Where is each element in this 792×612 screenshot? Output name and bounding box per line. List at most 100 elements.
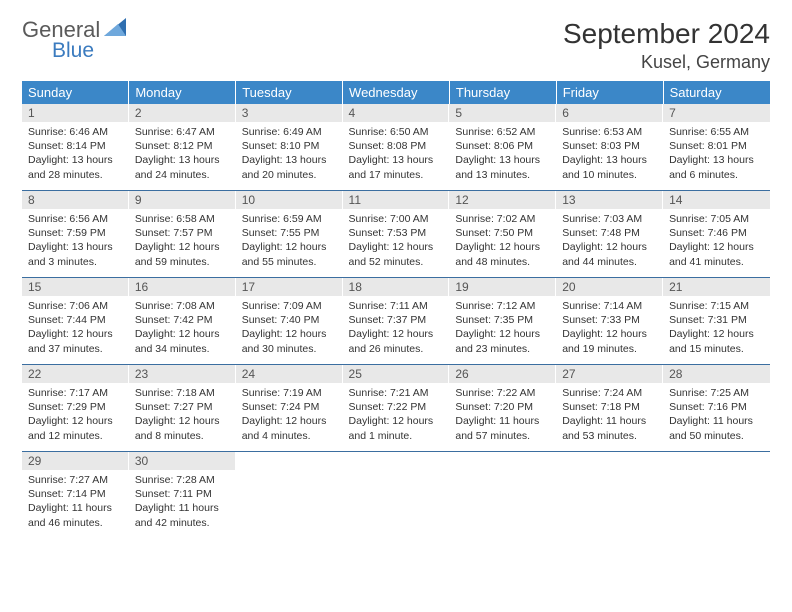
sunrise-line: Sunrise: 6:56 AM (28, 212, 123, 226)
day-body: Sunrise: 6:58 AMSunset: 7:57 PMDaylight:… (129, 209, 236, 273)
location: Kusel, Germany (563, 52, 770, 73)
day-cell: 12Sunrise: 7:02 AMSunset: 7:50 PMDayligh… (449, 191, 556, 278)
daylight-line: Daylight: 12 hours and 26 minutes. (349, 327, 444, 355)
sunset-line: Sunset: 7:42 PM (135, 313, 230, 327)
day-body: Sunrise: 6:59 AMSunset: 7:55 PMDaylight:… (236, 209, 343, 273)
daylight-line: Daylight: 12 hours and 55 minutes. (242, 240, 337, 268)
sunrise-line: Sunrise: 7:08 AM (135, 299, 230, 313)
day-number: 28 (663, 365, 770, 383)
day-number: 27 (556, 365, 663, 383)
sunrise-line: Sunrise: 7:14 AM (562, 299, 657, 313)
sunrise-line: Sunrise: 7:00 AM (349, 212, 444, 226)
sunset-line: Sunset: 7:11 PM (135, 487, 230, 501)
day-cell: 25Sunrise: 7:21 AMSunset: 7:22 PMDayligh… (343, 365, 450, 452)
weekday-row: Sunday Monday Tuesday Wednesday Thursday… (22, 81, 770, 104)
day-cell: 21Sunrise: 7:15 AMSunset: 7:31 PMDayligh… (663, 278, 770, 365)
day-cell: 11Sunrise: 7:00 AMSunset: 7:53 PMDayligh… (343, 191, 450, 278)
weekday-header: Sunday (22, 81, 129, 104)
sunset-line: Sunset: 7:40 PM (242, 313, 337, 327)
sunset-line: Sunset: 7:46 PM (669, 226, 764, 240)
day-cell: 6Sunrise: 6:53 AMSunset: 8:03 PMDaylight… (556, 104, 663, 191)
day-cell (663, 452, 770, 539)
day-body: Sunrise: 6:53 AMSunset: 8:03 PMDaylight:… (556, 122, 663, 186)
sunrise-line: Sunrise: 7:18 AM (135, 386, 230, 400)
day-number: 20 (556, 278, 663, 296)
sunset-line: Sunset: 8:06 PM (455, 139, 550, 153)
day-body: Sunrise: 7:21 AMSunset: 7:22 PMDaylight:… (343, 383, 450, 447)
day-cell: 29Sunrise: 7:27 AMSunset: 7:14 PMDayligh… (22, 452, 129, 539)
sunrise-line: Sunrise: 7:28 AM (135, 473, 230, 487)
day-number: 5 (449, 104, 556, 122)
sunrise-line: Sunrise: 7:22 AM (455, 386, 550, 400)
day-cell: 15Sunrise: 7:06 AMSunset: 7:44 PMDayligh… (22, 278, 129, 365)
day-number: 16 (129, 278, 236, 296)
day-cell: 8Sunrise: 6:56 AMSunset: 7:59 PMDaylight… (22, 191, 129, 278)
day-number: 21 (663, 278, 770, 296)
sunrise-line: Sunrise: 7:09 AM (242, 299, 337, 313)
day-body: Sunrise: 7:03 AMSunset: 7:48 PMDaylight:… (556, 209, 663, 273)
daylight-line: Daylight: 12 hours and 59 minutes. (135, 240, 230, 268)
sunset-line: Sunset: 7:53 PM (349, 226, 444, 240)
day-cell: 7Sunrise: 6:55 AMSunset: 8:01 PMDaylight… (663, 104, 770, 191)
day-number: 11 (343, 191, 450, 209)
daylight-line: Daylight: 13 hours and 3 minutes. (28, 240, 123, 268)
daylight-line: Daylight: 12 hours and 44 minutes. (562, 240, 657, 268)
sunset-line: Sunset: 8:08 PM (349, 139, 444, 153)
day-cell: 4Sunrise: 6:50 AMSunset: 8:08 PMDaylight… (343, 104, 450, 191)
sunset-line: Sunset: 7:27 PM (135, 400, 230, 414)
week-row: 29Sunrise: 7:27 AMSunset: 7:14 PMDayligh… (22, 452, 770, 539)
daylight-line: Daylight: 12 hours and 48 minutes. (455, 240, 550, 268)
day-number: 24 (236, 365, 343, 383)
day-body: Sunrise: 6:49 AMSunset: 8:10 PMDaylight:… (236, 122, 343, 186)
day-body: Sunrise: 7:22 AMSunset: 7:20 PMDaylight:… (449, 383, 556, 447)
sunset-line: Sunset: 7:33 PM (562, 313, 657, 327)
day-cell: 30Sunrise: 7:28 AMSunset: 7:11 PMDayligh… (129, 452, 236, 539)
day-cell: 23Sunrise: 7:18 AMSunset: 7:27 PMDayligh… (129, 365, 236, 452)
month-title: September 2024 (563, 18, 770, 50)
day-body: Sunrise: 7:11 AMSunset: 7:37 PMDaylight:… (343, 296, 450, 360)
day-body: Sunrise: 7:15 AMSunset: 7:31 PMDaylight:… (663, 296, 770, 360)
day-body: Sunrise: 7:12 AMSunset: 7:35 PMDaylight:… (449, 296, 556, 360)
daylight-line: Daylight: 11 hours and 57 minutes. (455, 414, 550, 442)
day-body: Sunrise: 7:08 AMSunset: 7:42 PMDaylight:… (129, 296, 236, 360)
day-cell: 2Sunrise: 6:47 AMSunset: 8:12 PMDaylight… (129, 104, 236, 191)
weekday-header: Thursday (449, 81, 556, 104)
title-block: September 2024 Kusel, Germany (563, 18, 770, 73)
sunset-line: Sunset: 7:35 PM (455, 313, 550, 327)
sunset-line: Sunset: 8:01 PM (669, 139, 764, 153)
day-number: 10 (236, 191, 343, 209)
sunset-line: Sunset: 8:12 PM (135, 139, 230, 153)
day-cell: 3Sunrise: 6:49 AMSunset: 8:10 PMDaylight… (236, 104, 343, 191)
day-cell: 22Sunrise: 7:17 AMSunset: 7:29 PMDayligh… (22, 365, 129, 452)
sunrise-line: Sunrise: 6:50 AM (349, 125, 444, 139)
day-cell: 19Sunrise: 7:12 AMSunset: 7:35 PMDayligh… (449, 278, 556, 365)
week-row: 1Sunrise: 6:46 AMSunset: 8:14 PMDaylight… (22, 104, 770, 191)
daylight-line: Daylight: 13 hours and 20 minutes. (242, 153, 337, 181)
sunrise-line: Sunrise: 7:15 AM (669, 299, 764, 313)
day-number: 23 (129, 365, 236, 383)
sunrise-line: Sunrise: 7:24 AM (562, 386, 657, 400)
sunset-line: Sunset: 7:29 PM (28, 400, 123, 414)
sunset-line: Sunset: 7:37 PM (349, 313, 444, 327)
day-number: 30 (129, 452, 236, 470)
day-cell: 16Sunrise: 7:08 AMSunset: 7:42 PMDayligh… (129, 278, 236, 365)
daylight-line: Daylight: 12 hours and 34 minutes. (135, 327, 230, 355)
sunrise-line: Sunrise: 6:52 AM (455, 125, 550, 139)
day-number: 17 (236, 278, 343, 296)
day-body: Sunrise: 6:55 AMSunset: 8:01 PMDaylight:… (663, 122, 770, 186)
sunrise-line: Sunrise: 7:02 AM (455, 212, 550, 226)
day-cell (556, 452, 663, 539)
sunrise-line: Sunrise: 6:47 AM (135, 125, 230, 139)
day-cell: 24Sunrise: 7:19 AMSunset: 7:24 PMDayligh… (236, 365, 343, 452)
day-cell: 14Sunrise: 7:05 AMSunset: 7:46 PMDayligh… (663, 191, 770, 278)
daylight-line: Daylight: 12 hours and 12 minutes. (28, 414, 123, 442)
day-body: Sunrise: 6:47 AMSunset: 8:12 PMDaylight:… (129, 122, 236, 186)
day-number: 22 (22, 365, 129, 383)
calendar-page: General Blue September 2024 Kusel, Germa… (0, 0, 792, 612)
sunset-line: Sunset: 8:03 PM (562, 139, 657, 153)
day-number: 14 (663, 191, 770, 209)
day-body: Sunrise: 7:28 AMSunset: 7:11 PMDaylight:… (129, 470, 236, 534)
day-number: 19 (449, 278, 556, 296)
day-body: Sunrise: 6:56 AMSunset: 7:59 PMDaylight:… (22, 209, 129, 273)
day-body: Sunrise: 7:00 AMSunset: 7:53 PMDaylight:… (343, 209, 450, 273)
